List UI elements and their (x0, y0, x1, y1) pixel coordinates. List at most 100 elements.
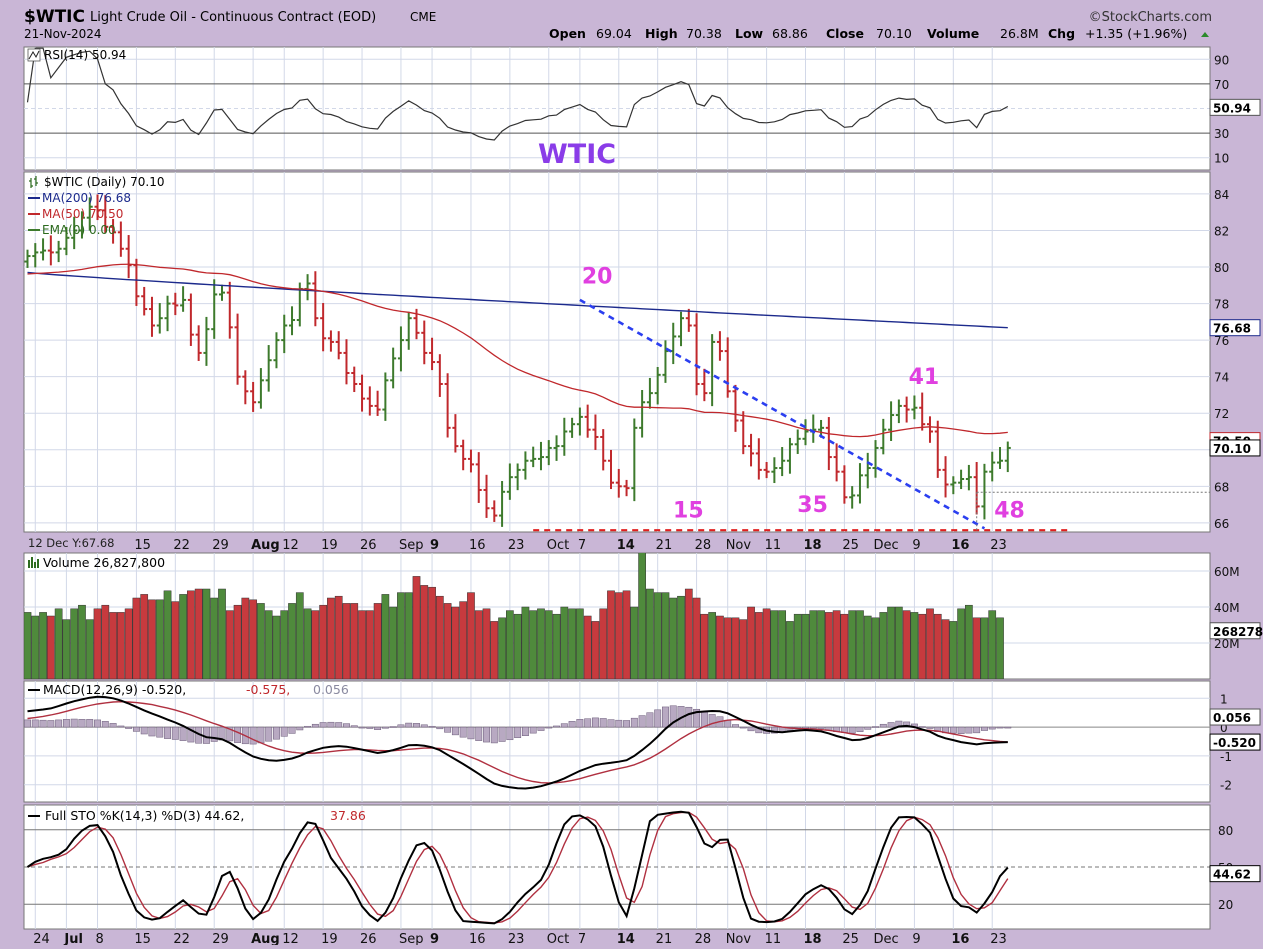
volume-bar (459, 601, 468, 679)
macd-histogram-bar (856, 726, 864, 732)
price-xtick-label: 14 (617, 538, 635, 553)
volume-bar (529, 610, 538, 679)
ma200-tag-box (1209, 319, 1261, 337)
macd-histogram-bar (374, 726, 382, 730)
bottom-xtick-label: 22 (173, 932, 190, 945)
volume-bar (895, 606, 903, 679)
macd-panel (23, 680, 1211, 803)
price-panel (23, 171, 1211, 533)
price-bar (802, 419, 809, 446)
price-tick-label: 76 (1214, 334, 1229, 348)
count-label: 48 (994, 498, 1025, 523)
price-bar (989, 451, 996, 482)
volume-bar (233, 604, 242, 679)
price-bar (608, 449, 614, 490)
volume-bar (521, 606, 530, 679)
bottom-xtick-label: 14 (617, 932, 635, 945)
volume-bar (342, 603, 351, 679)
macd-histogram-bar (669, 705, 677, 728)
price-bar (545, 440, 552, 466)
macd-histogram-bar (732, 724, 739, 728)
macd-histogram-bar (988, 726, 996, 730)
price-bar (903, 396, 910, 423)
bottom-xtick-label: 16 (951, 932, 969, 945)
volume-bar (428, 586, 436, 679)
price-tick-label: 74 (1214, 371, 1229, 385)
chg-value: +1.35 (+1.96%) (1085, 26, 1187, 41)
price-legend-label: $WTIC (Daily) 70.10 (44, 175, 164, 189)
bottom-xtick-label: 28 (695, 932, 712, 945)
volume-bar (62, 619, 71, 679)
volume-bar (871, 617, 880, 679)
price-xtick-label: Nov (726, 538, 752, 553)
price-bar (180, 286, 187, 312)
volume-bar (980, 617, 989, 679)
price-bar (226, 281, 233, 339)
volume-bar (187, 590, 195, 679)
macd-histogram-bar (467, 726, 475, 740)
macd-histogram-bar (996, 726, 1004, 729)
macd-histogram-bar (101, 721, 109, 728)
price-bar (732, 384, 739, 432)
price-bar (343, 339, 350, 385)
macd-histogram-bar (55, 719, 63, 728)
volume-bar (669, 597, 678, 679)
volume-bar (46, 615, 55, 679)
volume-bar (972, 617, 981, 679)
volume-bar (762, 608, 771, 679)
volume-bar (218, 588, 226, 679)
volume-bar (887, 606, 895, 679)
price-bar (374, 390, 381, 416)
macd-histogram-bar (288, 726, 296, 734)
macd-histogram-bar (358, 726, 366, 729)
volume-bar (435, 595, 444, 679)
price-bar (639, 390, 646, 438)
price-bar (125, 235, 132, 279)
volume-bar (856, 610, 864, 679)
bottom-xtick-label: 11 (765, 932, 782, 945)
price-bar (997, 447, 1003, 469)
sto-tick-label: 20 (1218, 898, 1233, 912)
volume-bar (404, 592, 413, 679)
sto-tick-label: 80 (1218, 824, 1233, 838)
price-bar (919, 392, 926, 431)
macd-histogram-bar (226, 726, 234, 742)
price-bar (444, 373, 451, 438)
price-bar (654, 366, 661, 405)
price-bar (942, 456, 949, 498)
price-bar (794, 429, 801, 454)
macd-histogram-bar (24, 719, 31, 728)
macd-histogram-bar (397, 724, 405, 728)
macd-histogram-bar (638, 715, 646, 728)
price-bar (771, 457, 778, 484)
price-xtick-label: 16 (951, 538, 969, 553)
price-bar (320, 303, 327, 352)
macd-histogram-bar (483, 726, 490, 743)
last-price-tag: 70.10 (1213, 442, 1251, 456)
macd-histogram-bar (708, 714, 716, 728)
macd-histogram-bar (280, 726, 288, 737)
volume-bar (319, 604, 327, 679)
macd-hist-tag-box (1209, 708, 1261, 726)
macd-histogram-bar (514, 726, 522, 739)
macd-tick-label: 0 (1220, 721, 1228, 735)
macd-histogram-bar (86, 719, 94, 728)
price-bar (499, 481, 506, 527)
volume-bar (451, 606, 460, 679)
price-xtick-label: 22 (173, 538, 190, 553)
rsi-value-tag-box (1209, 98, 1261, 116)
price-bar (786, 437, 793, 474)
ohlc-bars-icon (29, 176, 38, 188)
volume-bar (202, 588, 211, 679)
price-bar (584, 404, 591, 438)
price-bar (219, 284, 225, 301)
volume-bar (692, 597, 701, 679)
price-bar (257, 368, 264, 409)
price-bar (685, 308, 692, 332)
price-tick-label: 72 (1214, 407, 1229, 421)
price-bar (390, 347, 397, 389)
low-label: Low (735, 26, 764, 41)
count-label: 35 (797, 493, 828, 518)
macd-histogram-bar (389, 726, 397, 728)
bottom-xtick-label: 18 (804, 932, 822, 945)
